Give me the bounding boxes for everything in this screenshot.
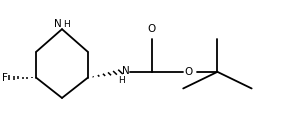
Text: H: H	[63, 20, 70, 29]
Text: H: H	[119, 76, 125, 85]
Text: N: N	[122, 66, 130, 76]
Text: F: F	[2, 73, 8, 83]
Text: O: O	[185, 67, 193, 77]
Text: O: O	[148, 24, 156, 34]
Text: N: N	[54, 19, 62, 29]
